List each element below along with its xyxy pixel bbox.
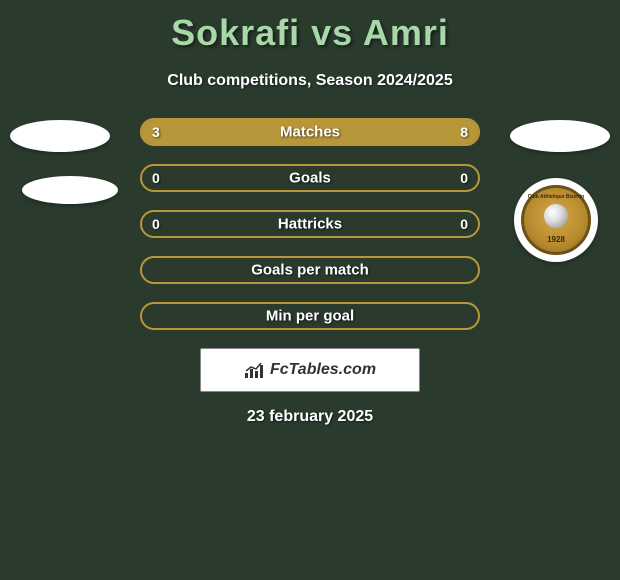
fctables-logo-text: FcTables.com	[270, 361, 376, 379]
bar-value-left: 0	[152, 170, 160, 186]
club-badge: Club Athletique Bizertin 1928	[514, 178, 598, 262]
bar-label: Goals	[289, 170, 331, 187]
bar-matches: 3 Matches 8	[140, 118, 480, 146]
bar-value-left: 3	[152, 124, 160, 140]
bar-value-right: 0	[460, 216, 468, 232]
comparison-bars: 3 Matches 8 0 Goals 0 0 Hattricks 0 Goal…	[140, 118, 480, 330]
club-badge-year: 1928	[547, 235, 565, 244]
subtitle: Club competitions, Season 2024/2025	[0, 72, 620, 90]
bar-hattricks: 0 Hattricks 0	[140, 210, 480, 238]
club-badge-inner: Club Athletique Bizertin 1928	[521, 185, 591, 255]
bar-goals-per-match: Goals per match	[140, 256, 480, 284]
bar-value-left: 0	[152, 216, 160, 232]
page-title: Sokrafi vs Amri	[0, 0, 620, 54]
bar-value-right: 8	[460, 124, 468, 140]
player-left-photo-placeholder-1	[10, 120, 110, 152]
club-badge-ball-icon	[544, 204, 568, 228]
chart-icon	[244, 361, 266, 379]
club-badge-name: Club Athletique Bizertin	[524, 194, 588, 200]
bar-min-per-goal: Min per goal	[140, 302, 480, 330]
bar-label: Matches	[280, 124, 340, 141]
player-left-photo-placeholder-2	[22, 176, 118, 204]
fctables-logo[interactable]: FcTables.com	[200, 348, 420, 392]
bar-value-right: 0	[460, 170, 468, 186]
player-right-photo-placeholder-1	[510, 120, 610, 152]
bar-goals: 0 Goals 0	[140, 164, 480, 192]
bar-label: Goals per match	[251, 262, 369, 279]
bar-label: Hattricks	[278, 216, 342, 233]
date-label: 23 february 2025	[0, 408, 620, 426]
bar-label: Min per goal	[266, 308, 354, 325]
bar-fill-right	[233, 120, 478, 144]
